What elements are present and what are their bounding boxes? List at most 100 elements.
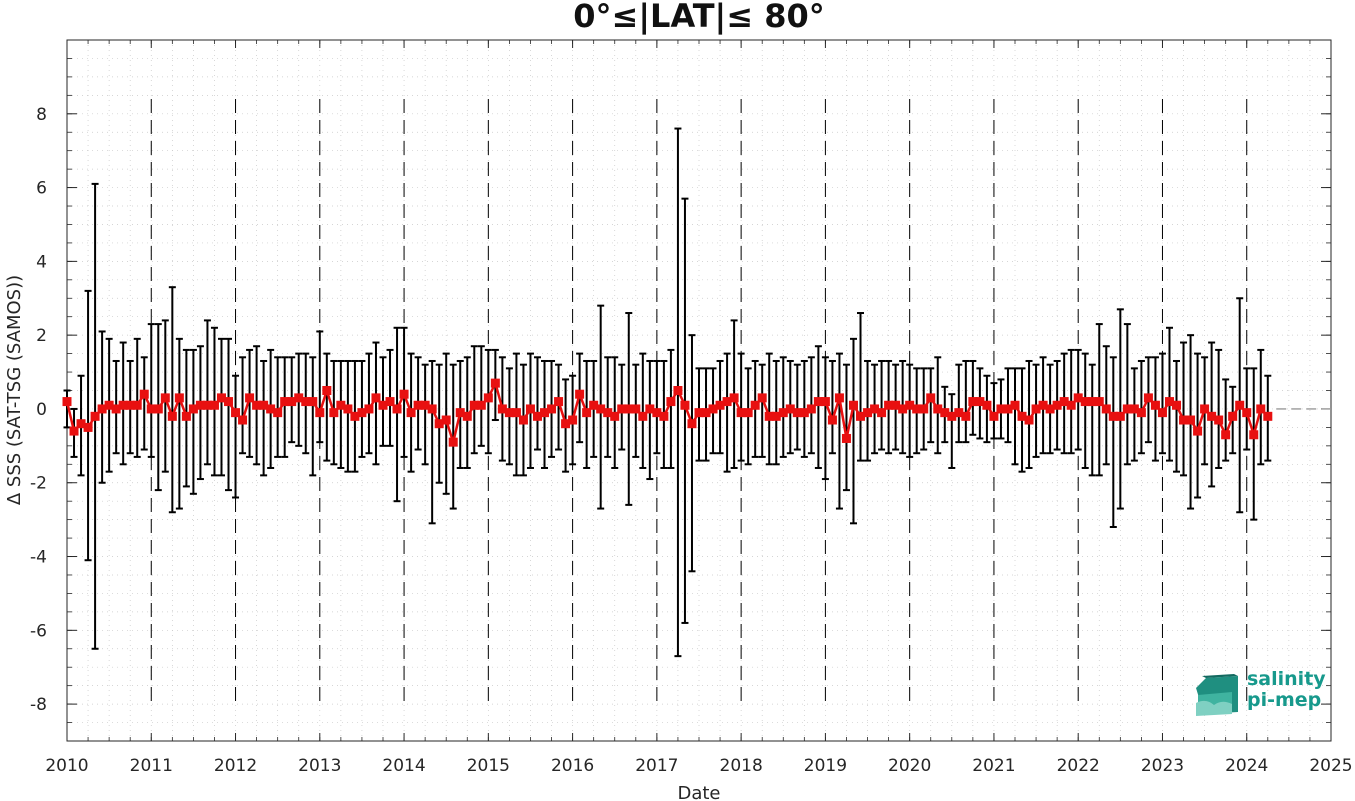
data-point-marker [834, 393, 844, 403]
data-point-marker [322, 386, 332, 395]
data-point-marker [90, 411, 100, 421]
data-point-marker [638, 411, 648, 421]
x-tick-label: 2020 [888, 756, 931, 776]
data-point-marker [181, 411, 191, 421]
data-point-marker [1101, 404, 1111, 414]
error-bars [63, 127, 1272, 658]
data-point-marker [666, 397, 676, 407]
y-tick-label: -8 [30, 695, 47, 715]
data-point-marker [926, 393, 936, 403]
data-point-marker [687, 419, 697, 429]
x-tick-label: 2012 [214, 756, 257, 776]
data-point-marker [1263, 411, 1273, 421]
data-point-marker [1193, 426, 1203, 436]
data-point-marker [476, 400, 486, 410]
data-point-marker [1150, 400, 1160, 410]
data-point-marker [961, 411, 971, 421]
data-point-marker [820, 397, 830, 407]
data-point-marker [371, 393, 381, 403]
y-tick-label: 8 [36, 105, 47, 125]
data-point-marker [582, 408, 592, 418]
data-point-marker [174, 393, 184, 403]
data-point-marker [547, 404, 557, 414]
logo-line1: salinity [1247, 668, 1326, 690]
y-tick-labels: -8 -6 -4 -2 0 2 4 6 8 [30, 105, 47, 715]
data-point-marker [673, 386, 683, 395]
data-point-marker [568, 415, 578, 425]
data-point-marker [490, 378, 500, 388]
data-point-marker [139, 389, 149, 399]
data-point-marker [238, 415, 248, 425]
x-tick-label: 2018 [720, 756, 763, 776]
data-point-marker [209, 400, 219, 410]
series-markers [62, 378, 1273, 447]
data-point-marker [631, 404, 641, 414]
x-tick-label: 2024 [1225, 756, 1268, 776]
x-tick-label: 2014 [382, 756, 425, 776]
data-point-marker [1200, 404, 1210, 414]
x-tick-label: 2015 [467, 756, 510, 776]
data-point-marker [1214, 415, 1224, 425]
data-point-marker [315, 408, 325, 418]
data-point-marker [308, 397, 318, 407]
data-point-marker [132, 400, 142, 410]
data-point-marker [160, 393, 170, 403]
data-point-marker [659, 411, 669, 421]
data-point-marker [448, 437, 458, 447]
data-point-marker [224, 397, 234, 407]
axis-ticks [66, 39, 1332, 742]
salinity-pi-mep-logo: salinity pi-mep [1196, 668, 1326, 716]
data-point-marker [1157, 408, 1167, 418]
data-point-marker [406, 408, 416, 418]
data-point-marker [69, 426, 79, 436]
data-point-marker [245, 393, 255, 403]
data-point-marker [511, 408, 521, 418]
x-tick-label: 2017 [635, 756, 678, 776]
data-point-marker [483, 393, 493, 403]
data-point-marker [877, 408, 887, 418]
data-point-marker [1249, 430, 1259, 440]
data-point-marker [757, 393, 767, 403]
x-tick-label: 2025 [1309, 756, 1352, 776]
data-point-marker [167, 411, 177, 421]
data-point-marker [1186, 415, 1196, 425]
data-point-marker [827, 415, 837, 425]
data-point-marker [1115, 411, 1125, 421]
data-point-marker [806, 404, 816, 414]
x-tick-labels: 2010 2011 2012 2013 2014 2015 2016 2017 2018 2019… [45, 756, 1352, 776]
data-point-marker [392, 404, 402, 414]
data-point-marker [575, 389, 585, 399]
data-point-marker [441, 415, 451, 425]
y-tick-label: 6 [36, 179, 47, 199]
logo-emblem-icon [1196, 674, 1238, 716]
data-point-marker [1024, 415, 1034, 425]
data-point-marker [1172, 400, 1182, 410]
y-tick-label: -4 [30, 548, 47, 568]
data-point-marker [1010, 400, 1020, 410]
chart-title: 0°≤|LAT|≤ 80° [573, 0, 824, 36]
x-tick-label: 2010 [45, 756, 88, 776]
data-point-marker [1228, 411, 1238, 421]
data-point-marker [680, 400, 690, 410]
data-point-marker [1094, 397, 1104, 407]
data-point-marker [848, 400, 858, 410]
data-point-marker [343, 404, 353, 414]
data-point-marker [427, 404, 437, 414]
data-point-marker [62, 397, 72, 407]
x-tick-label: 2022 [1057, 756, 1100, 776]
y-tick-label: 4 [36, 252, 47, 272]
data-point-marker [841, 433, 851, 443]
data-point-marker [399, 389, 409, 399]
data-point-marker [462, 411, 472, 421]
y-axis-label: Δ SSS (SAT-TSG (SAMOS)) [4, 275, 25, 505]
data-point-marker [329, 408, 339, 418]
data-point-marker [1143, 393, 1153, 403]
y-tick-label: 0 [36, 400, 47, 420]
data-point-marker [518, 415, 528, 425]
y-tick-label: -2 [30, 474, 47, 494]
data-point-marker [989, 411, 999, 421]
data-point-marker [231, 408, 241, 418]
data-point-marker [1136, 408, 1146, 418]
y-tick-label: 2 [36, 326, 47, 346]
